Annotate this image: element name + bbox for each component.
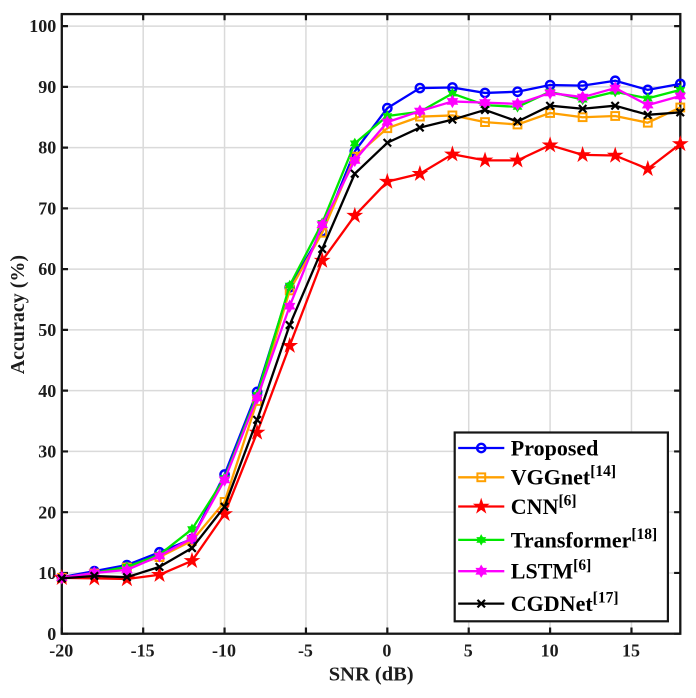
svg-text:20: 20	[38, 502, 56, 522]
svg-text:Proposed: Proposed	[511, 435, 599, 460]
svg-text:10: 10	[38, 563, 56, 583]
svg-text:0: 0	[47, 624, 56, 644]
svg-text:70: 70	[38, 199, 56, 219]
svg-text:50: 50	[38, 320, 56, 340]
svg-text:100: 100	[29, 16, 56, 36]
svg-text:-15: -15	[131, 641, 155, 661]
svg-text:15: 15	[622, 641, 640, 661]
svg-text:Accuracy (%): Accuracy (%)	[7, 255, 29, 374]
svg-text:10: 10	[541, 641, 559, 661]
svg-text:40: 40	[38, 381, 56, 401]
svg-text:CGDNet[17]: CGDNet[17]	[511, 590, 619, 617]
svg-text:SNR (dB): SNR (dB)	[329, 664, 414, 686]
svg-text:80: 80	[38, 138, 56, 158]
svg-text:90: 90	[38, 77, 56, 97]
svg-text:0: 0	[382, 641, 391, 661]
svg-text:-5: -5	[298, 641, 313, 661]
svg-text:-10: -10	[212, 641, 236, 661]
svg-text:5: 5	[464, 641, 473, 661]
svg-text:60: 60	[38, 259, 56, 279]
svg-text:30: 30	[38, 442, 56, 462]
svg-text:-20: -20	[49, 641, 73, 661]
